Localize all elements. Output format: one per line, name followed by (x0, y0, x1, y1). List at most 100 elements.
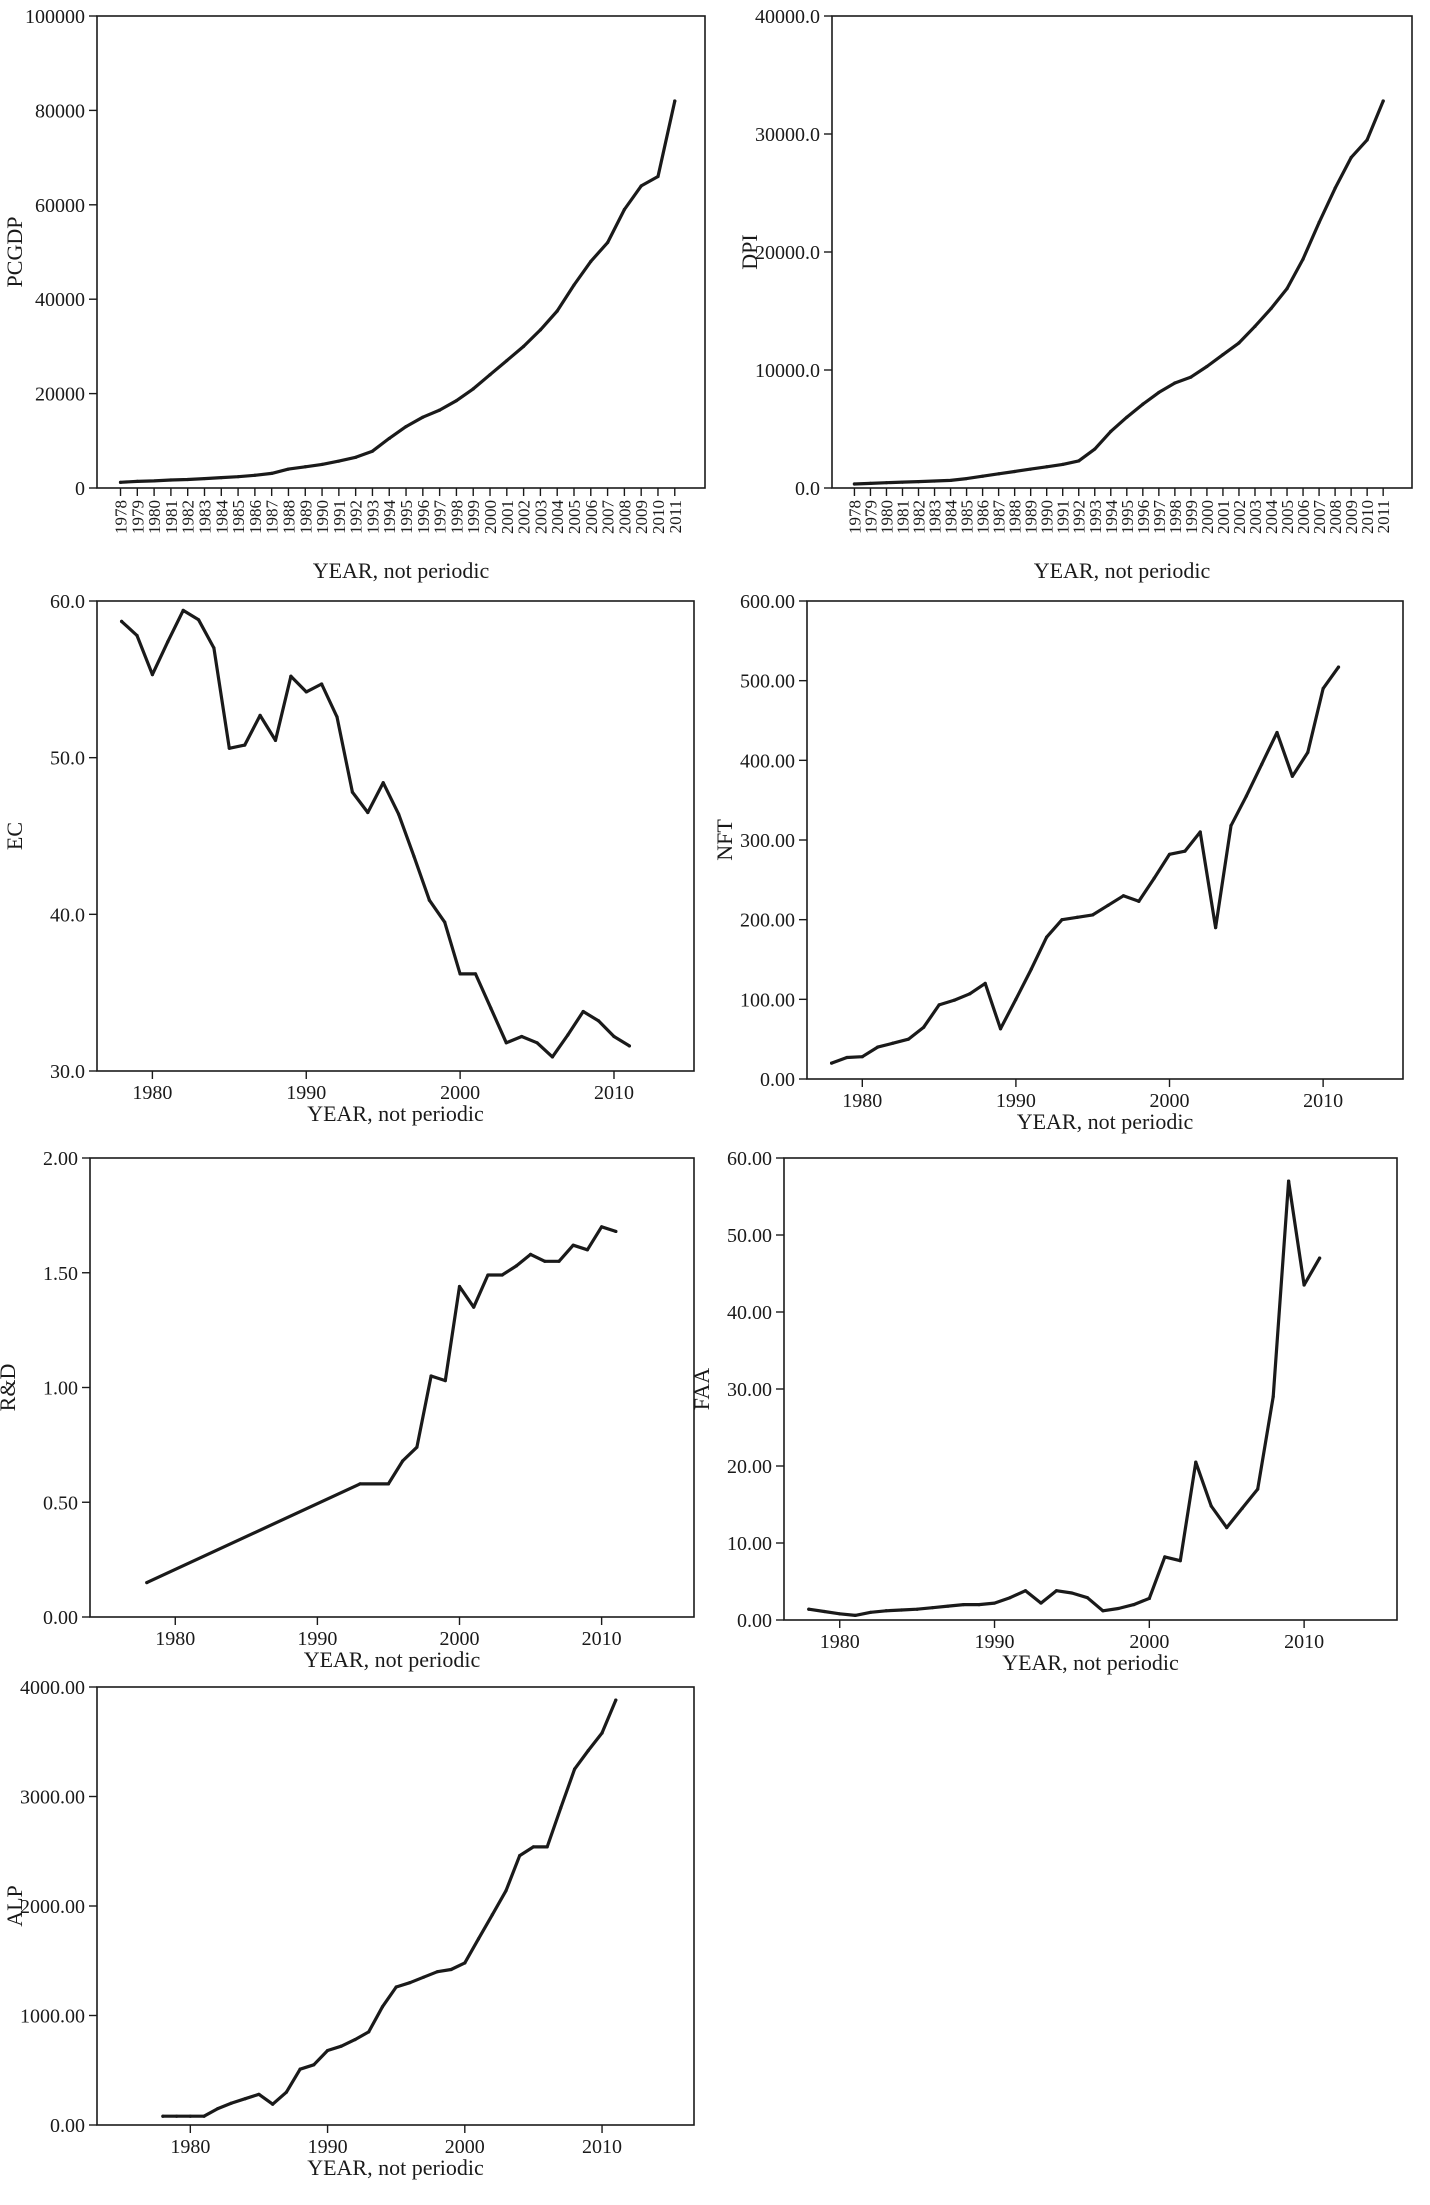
x-tick-label: 1994 (1102, 500, 1121, 535)
y-tick-label: 0.0 (795, 478, 820, 500)
data-point (1093, 447, 1097, 451)
data-point (404, 425, 408, 429)
y-tick-label: 600.00 (740, 591, 795, 613)
data-point (1205, 364, 1209, 369)
x-tick-label: 1983 (926, 500, 945, 534)
data-point (175, 2114, 179, 2118)
data-point (998, 1027, 1003, 1031)
data-point (1318, 1256, 1322, 1260)
series-line-r-d (145, 1225, 618, 1585)
x-tick-label: 1991 (330, 500, 349, 534)
data-point (350, 790, 355, 794)
data-point (538, 328, 543, 332)
data-point (1085, 1596, 1090, 1600)
data-point (118, 480, 123, 484)
data-point (500, 1273, 504, 1277)
data-point (135, 633, 139, 638)
data-point (505, 358, 509, 363)
y-tick-label: 0.00 (50, 2115, 85, 2137)
series-line-nft (829, 665, 1341, 1065)
nft-chart: 0.00 100.00 200.00 300.00 400.00 500.00 600.00… (712, 591, 1404, 1134)
data-point (1381, 99, 1385, 103)
data-point (614, 1698, 618, 1702)
x-tick-label: 1990 (308, 2136, 348, 2158)
data-point (381, 781, 385, 785)
data-point (531, 1845, 536, 1849)
data-point (1229, 824, 1233, 828)
data-point (1189, 375, 1193, 379)
data-point (1125, 415, 1129, 419)
data-point (380, 2005, 385, 2009)
y-tick-label: 60000 (35, 195, 85, 217)
x-tick-label: 2010 (1358, 500, 1377, 534)
x-tick-label: 1996 (1134, 500, 1153, 534)
data-point (1060, 918, 1064, 922)
data-point (489, 1006, 493, 1010)
y-tick-label: 100.00 (740, 989, 795, 1011)
data-point (415, 1445, 419, 1449)
x-axis-label: YEAR, not periodic (313, 558, 490, 583)
x-tick-label: 1982 (910, 500, 929, 534)
data-point (1173, 381, 1177, 385)
x-tick-label: 1985 (229, 500, 248, 534)
y-tick-label: 300.00 (740, 830, 795, 852)
data-point (1141, 402, 1145, 406)
data-point (253, 473, 257, 477)
data-point (589, 259, 593, 264)
data-point (822, 1609, 826, 1614)
data-point (387, 436, 391, 441)
data-point (1290, 774, 1295, 778)
x-tick-label: 2001 (498, 500, 517, 534)
data-point (476, 1937, 481, 1941)
plot-frame (96, 15, 706, 489)
x-tick-label: 2008 (1326, 500, 1345, 534)
x-tick-label: 1990 (286, 1082, 326, 1104)
y-axis-label: ALP (2, 1885, 27, 1927)
series-line-alp (161, 1698, 618, 2118)
data-point (518, 1854, 522, 1858)
data-point (915, 1607, 919, 1611)
x-tick-label: 1992 (347, 500, 366, 534)
data-point (401, 1459, 405, 1463)
data-point (1209, 1504, 1213, 1508)
data-point (964, 476, 969, 481)
x-axis-label: YEAR, not periodic (307, 2155, 484, 2180)
data-point (612, 1034, 616, 1039)
data-point (298, 2067, 302, 2071)
data-point (876, 1045, 880, 1049)
data-point (1321, 687, 1325, 691)
data-point (922, 1025, 926, 1029)
alp-chart: 0.00 1000.00 2000.00 3000.00 4000.00 1980 1990… (2, 1677, 695, 2180)
x-tick-label: 1995 (1118, 500, 1137, 534)
x-tick-label: 2010 (1303, 1090, 1343, 1112)
data-point (422, 1975, 426, 1979)
y-tick-label: 2.00 (43, 1148, 78, 1170)
data-point (504, 1889, 508, 1893)
data-point (463, 1961, 467, 1965)
data-point (571, 1243, 575, 1247)
plot-frame (783, 1157, 1398, 1621)
y-tick-label: 1000.00 (20, 2006, 85, 2028)
y-tick-label: 0.50 (43, 1492, 78, 1514)
data-point (229, 2101, 234, 2105)
y-tick-label: 1.00 (43, 1378, 78, 1400)
x-tick-label: 1979 (861, 500, 880, 534)
data-point (325, 2048, 330, 2053)
data-point (471, 387, 475, 391)
x-tick-label: 1980 (877, 500, 896, 534)
data-point (216, 2106, 220, 2111)
x-tick-label: 2000 (445, 2136, 485, 2158)
data-point (535, 1041, 539, 1045)
x-tick-label: 2007 (1310, 500, 1329, 535)
data-point (337, 459, 341, 463)
data-point (1336, 665, 1341, 669)
data-point (1225, 1526, 1229, 1530)
data-point (1070, 1591, 1074, 1595)
data-point (1008, 1596, 1012, 1600)
series-line-ec (119, 608, 632, 1059)
data-point (992, 1601, 997, 1605)
x-tick-label: 1987 (263, 500, 282, 535)
data-point (353, 2037, 357, 2042)
data-point (1287, 1179, 1291, 1183)
x-tick-label: 2000 (1129, 1631, 1169, 1653)
